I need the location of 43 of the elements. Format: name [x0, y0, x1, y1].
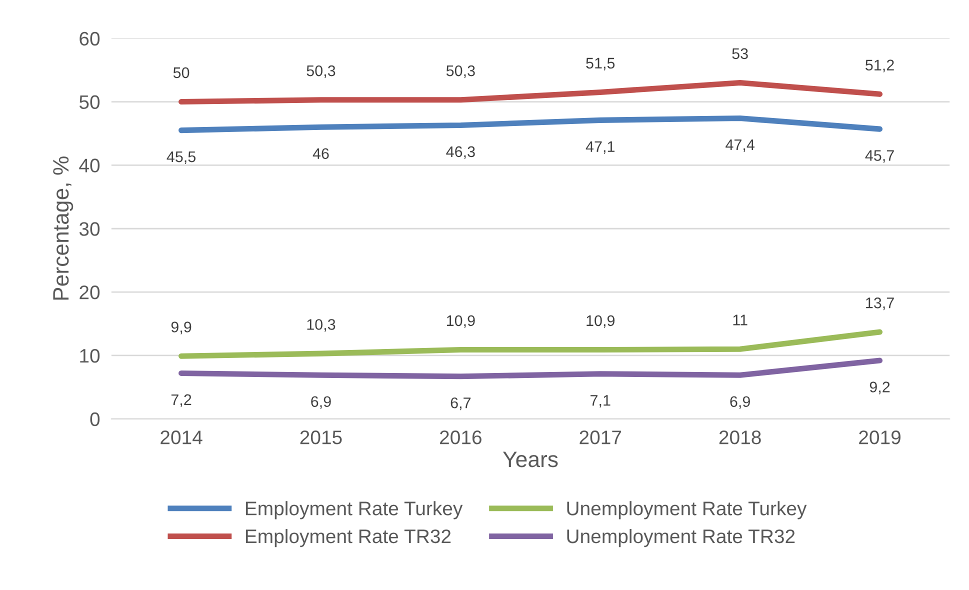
data-label: 11	[733, 314, 748, 326]
data-label: 6,9	[730, 396, 750, 409]
legend-label: Employment Rate Turkey	[246, 501, 463, 520]
data-label: 50,3	[446, 65, 475, 78]
x-tick-label: 2014	[160, 430, 202, 444]
data-label: 46	[312, 148, 329, 160]
y-tick-label: 40	[79, 158, 100, 172]
data-label: 7,2	[171, 394, 192, 407]
data-label: 9,2	[870, 382, 890, 394]
y-tick-label: 10	[80, 348, 100, 363]
data-label: 50	[173, 67, 190, 78]
data-label: 51,5	[586, 58, 615, 70]
x-tick-label: 2016	[440, 430, 482, 444]
legend-label: Employment Rate TR32	[246, 528, 451, 548]
data-label: 9,9	[171, 322, 192, 334]
data-label: 6,7	[450, 397, 471, 410]
y-tick-label: 20	[80, 286, 100, 300]
y-tick-label: 0	[90, 412, 100, 426]
data-label: 50,3	[306, 65, 336, 78]
data-label: 47,1	[586, 141, 614, 154]
data-label: 6,9	[311, 396, 331, 409]
legend-label: Unemployment Rate TR32	[567, 528, 795, 548]
x-tick-label: 2018	[719, 430, 761, 444]
data-label: 10,3	[307, 319, 336, 332]
y-tick-label: 60	[80, 32, 100, 46]
data-label: 13,7	[866, 298, 894, 310]
data-label: 45,5	[166, 152, 196, 164]
data-label: 47,4	[726, 139, 754, 152]
y-axis-title: Percentage, %	[53, 156, 74, 300]
y-tick-label: 30	[79, 222, 100, 236]
data-label: 51,2	[866, 60, 894, 72]
x-tick-label: 2017	[580, 430, 622, 444]
x-tick-label: 2015	[300, 430, 342, 444]
legend-label: Unemployment Rate Turkey	[567, 501, 807, 520]
x-tick-label: 2019	[859, 430, 900, 444]
data-label: 7,1	[590, 395, 610, 408]
data-label: 10,9	[446, 315, 475, 328]
x-axis-title: Years	[503, 452, 558, 468]
data-label: 45,7	[865, 150, 894, 163]
data-label: 10,9	[586, 315, 615, 328]
data-label: 46,3	[446, 146, 475, 159]
y-tick-label: 50	[79, 95, 100, 110]
data-label: 53	[732, 48, 748, 60]
